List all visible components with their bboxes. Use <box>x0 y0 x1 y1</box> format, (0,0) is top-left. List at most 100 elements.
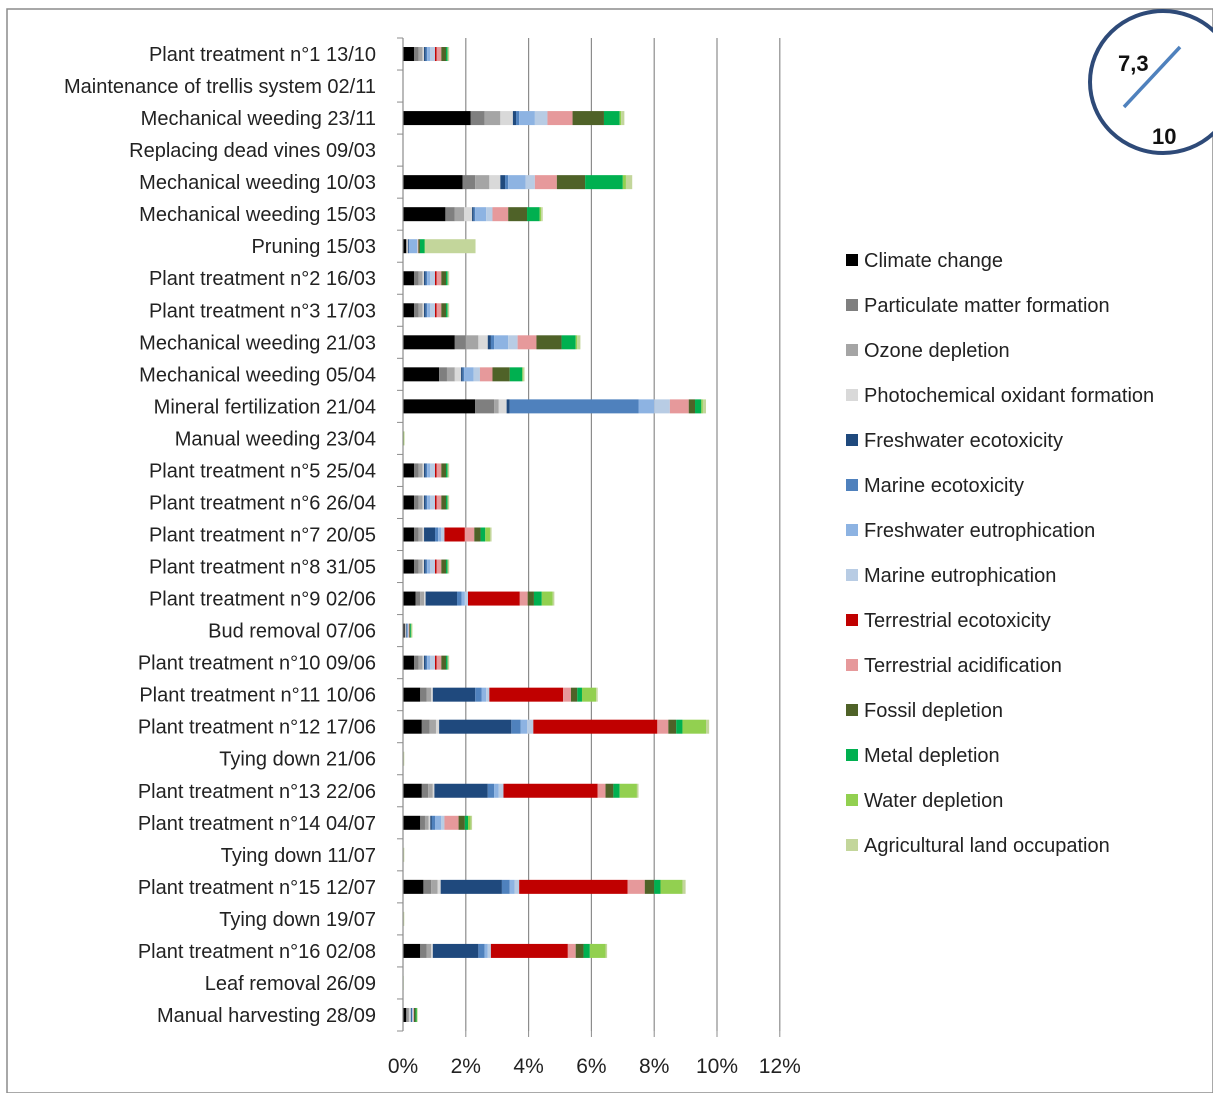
bar-segment <box>424 527 436 542</box>
bar-segment <box>441 463 447 478</box>
bar-segment <box>423 879 432 894</box>
bar-segment <box>669 399 689 414</box>
bar-segment <box>420 687 427 702</box>
bar-segment <box>403 847 405 862</box>
category-label: Plant treatment n°14 04/07 <box>138 813 376 835</box>
bar-segment <box>522 367 523 382</box>
bar-segment <box>539 207 542 222</box>
bar-segment <box>701 399 703 414</box>
bar-segment <box>541 207 543 222</box>
bar-segment <box>424 239 426 254</box>
bar-segment <box>406 239 407 254</box>
bar-segment <box>461 367 463 382</box>
bar-segment <box>421 783 429 798</box>
bar-segment <box>403 943 421 958</box>
bar-segment <box>533 719 658 734</box>
bar-segment <box>424 655 426 670</box>
bar-segment <box>403 1007 407 1022</box>
bar-segment <box>403 687 421 702</box>
bar-segment <box>668 719 677 734</box>
x-tick-label: 12% <box>759 1055 801 1078</box>
legend-swatch <box>846 479 858 491</box>
bar-segment <box>413 1007 416 1022</box>
bar-segment <box>418 303 423 318</box>
bar-segment <box>405 623 406 638</box>
x-tick-label: 2% <box>451 1055 481 1078</box>
bar-segment <box>425 303 428 318</box>
bar-segment <box>509 399 639 414</box>
bar-segment <box>605 943 608 958</box>
bar-segment <box>583 943 590 958</box>
bar-segment <box>420 591 425 606</box>
x-tick-label: 8% <box>639 1055 669 1078</box>
bar-segment <box>403 655 414 670</box>
bar-segment <box>444 815 459 830</box>
bar-segment <box>403 271 414 286</box>
bar-segment <box>432 783 435 798</box>
bar-segment <box>417 239 419 254</box>
bar-segment <box>424 815 429 830</box>
score-badge: 7,3 10 <box>1088 9 1213 155</box>
category-label: Tying down 19/07 <box>219 909 376 931</box>
bar-segment <box>446 303 448 318</box>
bar-segment <box>413 463 419 478</box>
bar-segment <box>447 303 450 318</box>
bar-segment <box>415 1007 417 1022</box>
bar-segment <box>644 879 655 894</box>
bar-segment <box>429 719 436 734</box>
bar-segment <box>403 559 414 574</box>
bar-segment <box>636 783 639 798</box>
bar-segment <box>484 111 501 126</box>
bar-segment <box>434 783 488 798</box>
bar-segment <box>527 591 534 606</box>
bar-segment <box>436 463 442 478</box>
chart-border <box>6 8 1213 1093</box>
legend-swatch <box>846 839 858 851</box>
bar-segment <box>403 303 414 318</box>
bar-segment <box>446 271 448 286</box>
bar-segment <box>441 815 445 830</box>
bar-segment <box>436 559 442 574</box>
bar-segment <box>702 399 707 414</box>
bar-segment <box>413 655 419 670</box>
bar-segment <box>467 815 471 830</box>
bar-segment <box>478 335 488 350</box>
bar-segment <box>446 495 448 510</box>
category-label: Plant treatment n°8 31/05 <box>149 557 376 579</box>
bar-segment <box>438 527 442 542</box>
bar-segment <box>424 47 426 62</box>
bar-segment <box>527 719 534 734</box>
bar-segment <box>403 239 407 254</box>
bar-segment <box>435 559 437 574</box>
bar-segment <box>403 463 414 478</box>
bar-segment <box>494 783 499 798</box>
bar-segment <box>418 655 423 670</box>
bar-segment <box>514 879 520 894</box>
bar-segment <box>498 783 504 798</box>
bar-segment <box>436 655 442 670</box>
bar-segment <box>467 591 520 606</box>
legend-swatch <box>846 659 858 671</box>
legend-swatch <box>846 569 858 581</box>
bar-segment <box>447 271 450 286</box>
bar-segment <box>406 1007 408 1022</box>
bar-segment <box>533 591 542 606</box>
bar-segment <box>404 623 406 638</box>
category-label: Replacing dead vines 09/03 <box>129 140 376 162</box>
bar-segment <box>411 623 412 638</box>
bar-segment <box>440 879 502 894</box>
bar-segment <box>425 559 428 574</box>
bar-segment <box>425 495 428 510</box>
bar-segment <box>706 719 710 734</box>
legend-label: Ozone depletion <box>864 340 1010 362</box>
bar-segment <box>511 719 521 734</box>
bar-segment <box>403 879 424 894</box>
bar-segment <box>424 463 426 478</box>
bar-segment <box>446 463 448 478</box>
bar-segment <box>418 271 423 286</box>
category-label: Plant treatment n°2 16/03 <box>149 268 376 290</box>
bar-segment <box>403 47 414 62</box>
bar-segment <box>430 495 436 510</box>
bar-segment <box>436 303 442 318</box>
legend-label: Marine ecotoxicity <box>864 475 1024 497</box>
